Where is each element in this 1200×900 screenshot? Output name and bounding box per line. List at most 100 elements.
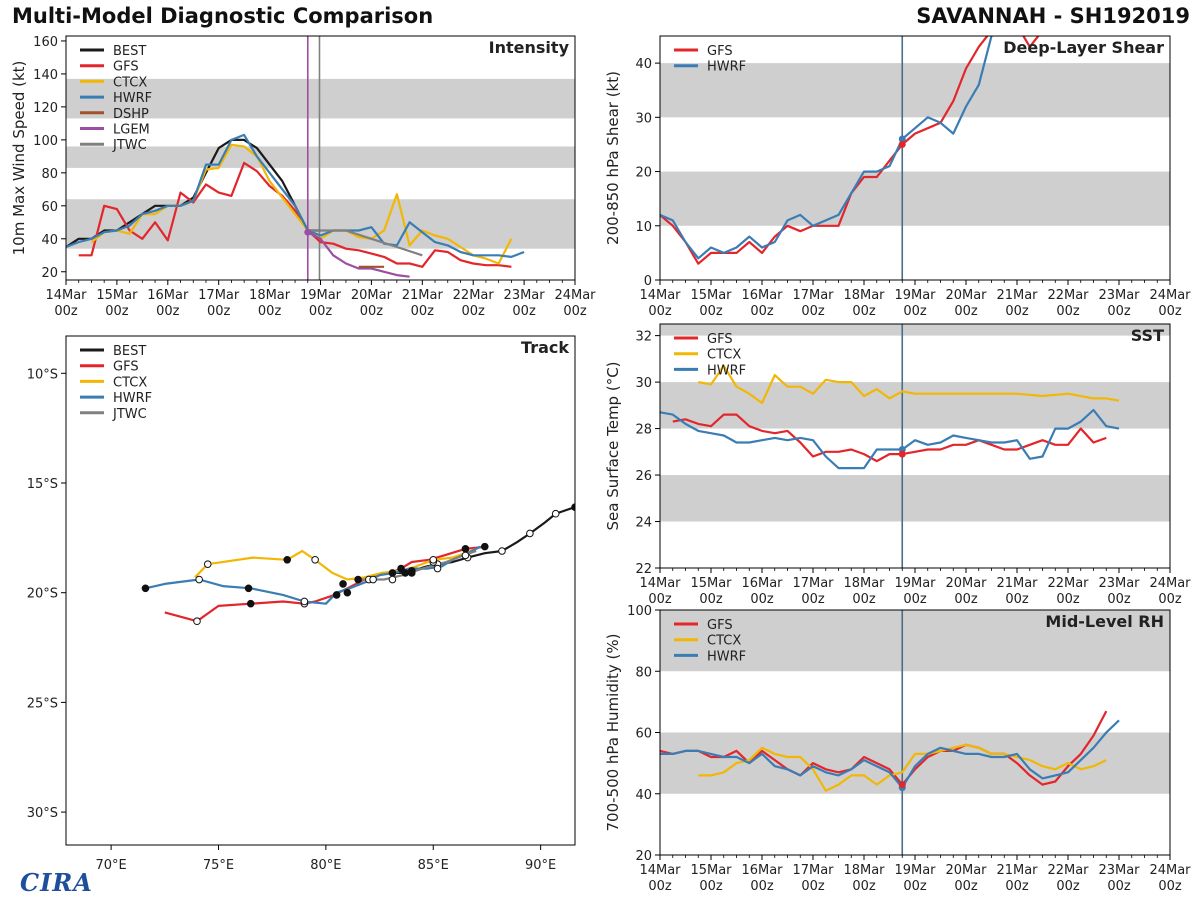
x-tick-label: 00z [954, 304, 978, 319]
x-tick-label: 00z [801, 592, 825, 607]
track-line-best [392, 506, 575, 574]
track-marker [461, 551, 470, 560]
y-axis-label: 200-850 hPa Shear (kt) [604, 71, 622, 245]
legend-label: HWRF [707, 649, 746, 664]
y-tick-label: 160 [33, 35, 58, 50]
legend-label: CTCX [113, 75, 147, 90]
x-tick-label: 15Mar [96, 288, 138, 303]
x-tick-label: 16Mar [147, 288, 189, 303]
x-tick-label: 00z [1056, 592, 1080, 607]
track-marker [388, 575, 397, 584]
x-tick-label: 00z [903, 879, 927, 894]
x-tick-label: 00z [852, 879, 876, 894]
x-tick-label: 14Mar [639, 576, 681, 591]
plot-area [660, 324, 1120, 568]
track-marker [193, 617, 201, 626]
legend-label: GFS [707, 44, 733, 59]
x-tick-label: 20Mar [945, 863, 987, 878]
x-tick-label: 24Mar [1149, 863, 1191, 878]
track-marker [311, 555, 319, 564]
x-tick-label: 15Mar [690, 863, 732, 878]
y-tick-label: 100 [627, 604, 652, 619]
x-tick-label: 00z [563, 304, 587, 319]
plot-frame [659, 35, 1171, 281]
legend-label: HWRF [113, 391, 152, 406]
gray-band [660, 382, 1170, 429]
x-tick-label: 00z [309, 304, 333, 319]
series-line-hwrf [660, 408, 1120, 470]
track-marker [244, 584, 253, 593]
x-tick-label: 00z [801, 879, 825, 894]
y-tick-label: 26 [635, 469, 652, 484]
track-marker [401, 569, 410, 577]
legend-label: HWRF [707, 363, 746, 378]
init-point [898, 781, 906, 789]
x-tick-label: 00z [54, 304, 78, 319]
x-tick-label: 00z [699, 592, 723, 607]
x-tick-label: 19Mar [300, 288, 342, 303]
x-tick-label: 23Mar [1098, 863, 1140, 878]
y-tick-label: 20 [41, 266, 58, 281]
series-line-ctcx [698, 743, 1107, 792]
x-tick-label: 16Mar [741, 288, 783, 303]
gray-band [66, 78, 575, 119]
x-tick-label: 00z [1005, 304, 1029, 319]
x-tick-label: 21Mar [996, 288, 1038, 303]
track-marker [339, 580, 347, 588]
y-tick-label: 40 [635, 57, 652, 72]
y-tick-label: 60 [41, 200, 58, 215]
series-line-ctcx [90, 143, 513, 265]
x-tick-label: 15Mar [690, 576, 732, 591]
x-tick-label: 16Mar [741, 576, 783, 591]
x-tick-label: 23Mar [1098, 288, 1140, 303]
track-marker [551, 509, 560, 518]
plot-area [660, 610, 1120, 855]
x-tick-label: 24Mar [1149, 576, 1191, 591]
track-marker [354, 575, 362, 584]
legend-label: HWRF [113, 91, 152, 106]
legend-label: CTCX [707, 634, 741, 649]
x-tick-label: 22Mar [1047, 288, 1089, 303]
y-tick-label: 28 [635, 423, 652, 438]
x-tick-label: 21Mar [402, 288, 444, 303]
y-tick-label: 22 [635, 562, 652, 577]
gray-band [660, 63, 1170, 118]
panel-sst: 14Mar00z15Mar00z16Mar00z17Mar00z18Mar00z… [604, 323, 1191, 607]
y-tick-label: 15°S [27, 477, 58, 492]
legend-label: CTCX [707, 348, 741, 363]
series-line-hwrf [660, 719, 1120, 789]
track-marker [343, 588, 352, 597]
x-tick-label: 21Mar [996, 863, 1038, 878]
x-tick-label: 19Mar [894, 576, 936, 591]
x-tick-label: 00z [512, 304, 536, 319]
y-tick-label: 80 [635, 665, 652, 680]
x-tick-label: 23Mar [504, 288, 546, 303]
series-line-hwrf [660, 36, 993, 260]
y-tick-label: 30 [635, 111, 652, 126]
panel-track: 70°E 75°E 80°E 85°E 90°E 10°S 15°S 20°S 25°S 30°S… [27, 335, 576, 873]
plot-frame [659, 323, 1171, 569]
x-tick-label: 00z [1107, 304, 1131, 319]
track-marker [461, 545, 470, 553]
gray-band [660, 475, 1170, 522]
x-tick-label: 00z [801, 304, 825, 319]
track-marker [203, 560, 212, 568]
y-tick-label: 100 [33, 134, 58, 149]
legend-label: BEST [113, 44, 146, 59]
x-tick-label: 00z [411, 304, 435, 319]
panel-intensity: 14Mar00z15Mar00z16Mar00z17Mar00z18Mar00z… [10, 35, 596, 319]
x-tick-label: 00z [852, 304, 876, 319]
x-tick-label: 00z [954, 879, 978, 894]
x-tick-label: 00z [462, 304, 486, 319]
legend-label: BEST [113, 344, 146, 359]
init-point [898, 140, 906, 148]
x-tick-label: 90°E [525, 858, 556, 873]
track-marker [246, 599, 255, 608]
track-marker [526, 529, 534, 538]
series-line-hwrf [66, 133, 525, 258]
x-tick-label: 00z [258, 304, 282, 319]
x-tick-label: 23Mar [1098, 576, 1140, 591]
